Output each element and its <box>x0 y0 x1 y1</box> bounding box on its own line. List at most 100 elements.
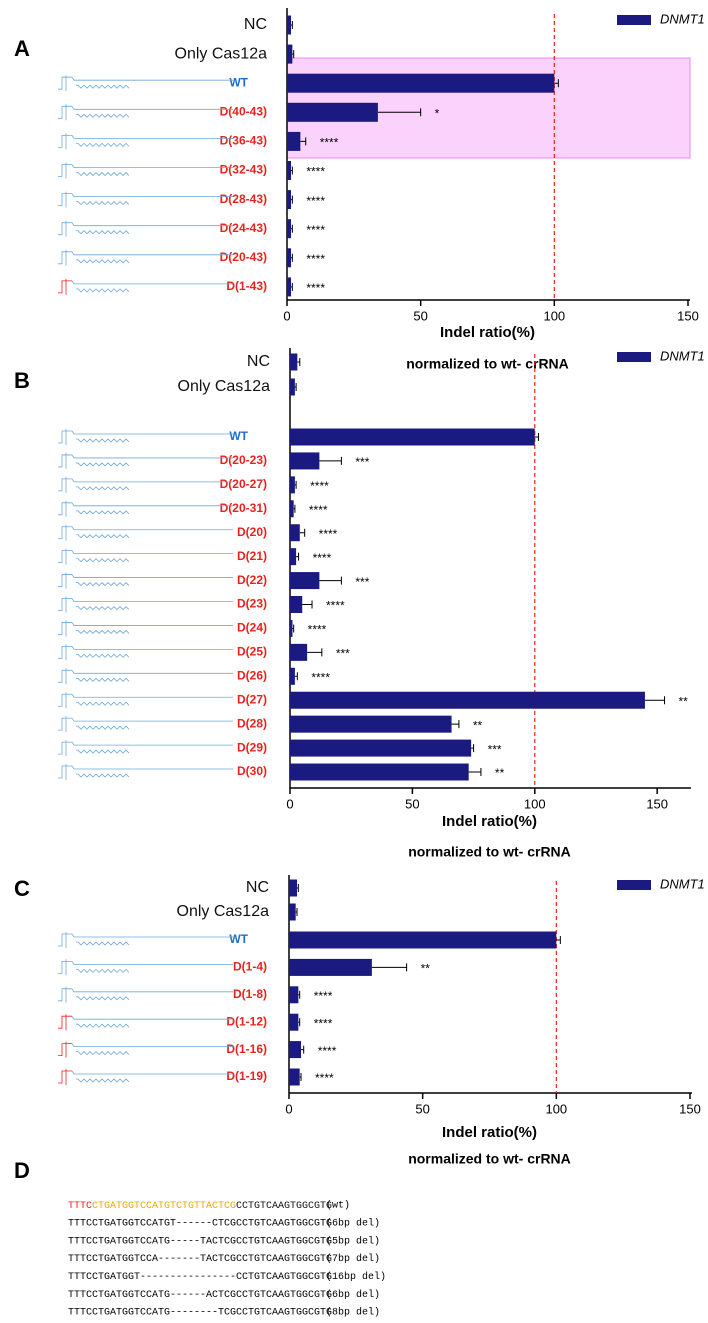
bar <box>289 931 557 949</box>
error-bar <box>294 672 298 681</box>
bar <box>290 596 303 614</box>
schematic-wave <box>71 694 233 706</box>
sequence: TTTCCTGATGGT----------------CCTGTCAAGTGG… <box>68 1272 332 1283</box>
schematic-wave <box>71 193 233 206</box>
schematic-wave <box>71 598 233 611</box>
schematic-stem <box>58 644 72 661</box>
schematic-wave <box>71 222 233 235</box>
significance-label: **** <box>318 1044 337 1058</box>
schematic-stem <box>58 932 72 948</box>
bar <box>290 353 298 371</box>
error-bar <box>300 137 307 146</box>
schematic-wave <box>71 430 233 443</box>
bar <box>290 548 297 566</box>
crrna-schematic <box>58 476 233 493</box>
significance-label: **** <box>306 165 325 179</box>
error-bar <box>296 552 300 561</box>
schematic-stem <box>58 133 72 150</box>
schematic-wave <box>71 135 233 147</box>
bar <box>287 44 293 64</box>
crrna-schematic <box>58 1069 233 1085</box>
category-label: NC <box>244 16 267 33</box>
bar <box>289 1013 299 1031</box>
schematic-stem <box>58 476 72 493</box>
bar <box>287 190 292 210</box>
error-bar <box>291 224 293 233</box>
category-label: D(20-31) <box>220 501 267 515</box>
x-axis-label: Indel ratio(%) <box>440 324 535 341</box>
error-bar <box>291 166 293 175</box>
error-bar <box>291 282 293 291</box>
crrna-schematic <box>58 644 233 661</box>
error-bar <box>292 624 295 633</box>
bar <box>287 73 555 93</box>
sequence-note: (16bp del) <box>326 1271 386 1283</box>
schematic-stem <box>58 191 72 208</box>
bar <box>290 378 295 396</box>
schematic-wave <box>71 670 233 682</box>
sequence: TTTCCTGATGGTCCATGT------CTCGCCTGTCAAGTGG… <box>68 1219 332 1230</box>
category-label: D(21) <box>237 549 267 563</box>
significance-label: **** <box>314 989 333 1003</box>
legend-swatch <box>617 15 651 25</box>
x-tick-label: 0 <box>285 1101 292 1116</box>
bar <box>287 277 292 297</box>
bar <box>290 619 293 637</box>
crrna-schematic <box>58 959 233 976</box>
schematic-stem <box>58 278 72 295</box>
crrna-schematic <box>58 162 233 179</box>
panel-letter: C <box>14 876 30 901</box>
schematic-stem <box>58 500 72 517</box>
schematic-stem <box>58 548 72 565</box>
legend-label: DNMT1 <box>660 348 705 363</box>
bar <box>290 643 308 661</box>
bar <box>289 986 299 1004</box>
panel-letter: B <box>14 368 30 393</box>
crrna-schematic <box>58 596 233 613</box>
bar <box>290 476 295 494</box>
category-label: D(1-8) <box>233 987 267 1001</box>
category-label: WT <box>229 429 248 443</box>
significance-label: ** <box>679 694 689 708</box>
schematic-stem <box>58 620 72 637</box>
crrna-schematic <box>58 620 233 637</box>
crrna-schematic <box>58 429 233 445</box>
error-bar <box>556 936 561 944</box>
sequence-note: (8bp del) <box>326 1307 380 1319</box>
subtitle: normalized to wt- crRNA <box>408 844 571 860</box>
schematic-stem <box>58 596 72 613</box>
error-bar <box>291 21 293 29</box>
significance-label: *** <box>355 575 369 589</box>
schematic-wave <box>71 741 233 754</box>
crrna-schematic <box>58 452 233 469</box>
bar <box>290 667 295 685</box>
category-label: D(24-43) <box>220 221 267 235</box>
crrna-schematic <box>58 692 233 709</box>
significance-label: **** <box>320 136 339 150</box>
error-bar <box>294 383 297 391</box>
sequence-note: (6bp del) <box>326 1289 380 1301</box>
sequence-segment: TTTC <box>68 1201 92 1212</box>
schematic-wave <box>71 961 233 973</box>
significance-label: **** <box>314 1016 333 1030</box>
x-tick-label: 100 <box>545 1101 567 1116</box>
x-tick-label: 100 <box>543 308 565 323</box>
significance-label: **** <box>315 1071 334 1085</box>
category-label: D(25) <box>237 645 267 659</box>
category-label: D(1-16) <box>226 1042 267 1056</box>
x-axis-label: Indel ratio(%) <box>442 1124 537 1141</box>
schematic-stem <box>58 716 72 733</box>
bar <box>290 715 452 733</box>
bar <box>290 500 294 518</box>
crrna-schematic <box>58 220 233 237</box>
sequence-note: (6bp del) <box>326 1218 380 1230</box>
category-label: D(28) <box>237 716 267 730</box>
category-label: D(23) <box>237 597 267 611</box>
crrna-schematic <box>58 249 233 266</box>
schematic-stem <box>58 249 72 266</box>
schematic-wave <box>71 106 233 118</box>
panel-letter: D <box>14 1158 30 1183</box>
significance-label: **** <box>319 527 338 541</box>
category-label: D(28-43) <box>220 192 267 206</box>
